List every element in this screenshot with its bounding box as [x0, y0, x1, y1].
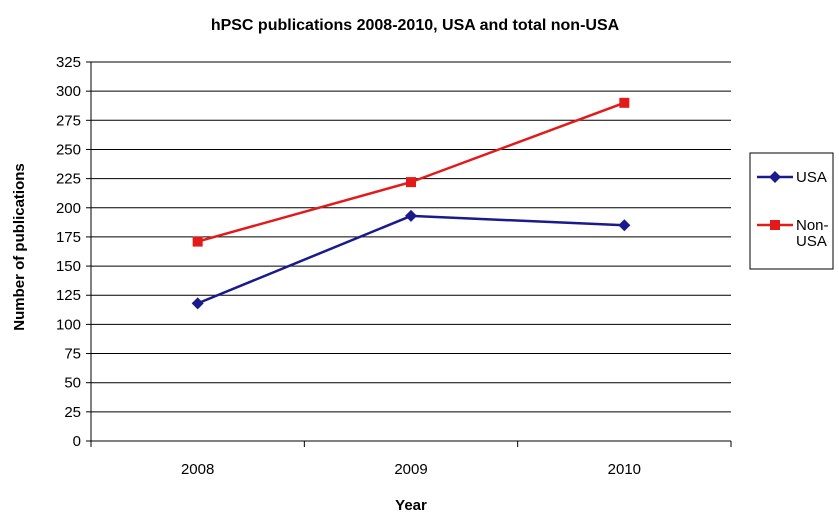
y-tick-label: 250 [56, 141, 81, 158]
legend-box [749, 152, 834, 270]
y-tick-label: 200 [56, 200, 81, 217]
x-tick-label: 2010 [608, 461, 641, 478]
legend-label-usa: USA [796, 169, 827, 186]
y-tick-label: 225 [56, 171, 81, 188]
legend-marker-non-usa [770, 220, 780, 230]
data-point-usa [405, 209, 417, 222]
data-point-non-usa [192, 236, 203, 247]
y-tick-label: 175 [56, 229, 81, 246]
series-line-usa [197, 214, 625, 305]
data-point-non-usa [619, 97, 630, 108]
y-axis-title: Number of publications [11, 163, 28, 331]
legend-marker-usa [769, 171, 781, 183]
data-point-usa [191, 297, 204, 310]
y-tick-label: 150 [56, 258, 81, 275]
y-tick-label: 25 [64, 404, 81, 421]
data-point-usa [618, 219, 631, 232]
y-tick-label: 0 [73, 433, 81, 450]
chart-title: hPSC publications 2008-2010, USA and tot… [211, 17, 620, 34]
data-point-non-usa [406, 177, 416, 188]
y-tick-label: 50 [64, 375, 81, 392]
y-tick-label: 75 [64, 346, 81, 363]
x-axis-title: Year [395, 497, 427, 513]
y-tick-label: 275 [56, 112, 81, 129]
y-tick-label: 325 [56, 54, 81, 71]
x-tick-label: 2008 [181, 461, 214, 478]
legend-label-non-usa: USA [796, 233, 827, 250]
y-tick-label: 300 [56, 83, 81, 100]
y-tick-label: 100 [56, 316, 81, 333]
legend-label-non-usa: Non- [796, 217, 829, 234]
x-tick-label: 2009 [394, 461, 427, 478]
y-tick-label: 125 [56, 287, 81, 304]
